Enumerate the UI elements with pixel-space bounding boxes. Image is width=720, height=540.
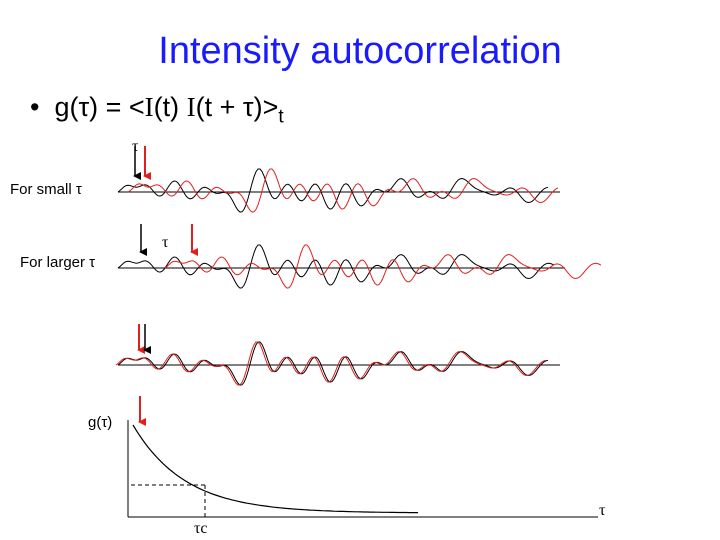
row3-signals xyxy=(115,341,549,386)
bullet-formula: • g(τ) = <I(t) I(t + τ)>t xyxy=(30,92,284,128)
row1-signals xyxy=(117,168,559,213)
row2-signals xyxy=(117,244,602,289)
formula-mid-1: (t) xyxy=(153,92,187,122)
formula-intensity-2: I xyxy=(186,92,196,122)
tau-c-label: τc xyxy=(194,520,208,537)
row2-red-trace xyxy=(164,244,602,289)
for-larger-tau-label: For larger τ xyxy=(20,254,96,271)
g-decay-curve xyxy=(132,424,418,514)
slide-title: Intensity autocorrelation xyxy=(158,30,562,72)
tau-label-top: τ xyxy=(132,138,139,155)
for-small-tau-label: For small τ xyxy=(10,181,82,198)
row3-black-trace xyxy=(117,341,549,386)
formula-intensity-1: I xyxy=(144,92,154,122)
bullet-dot: • xyxy=(30,92,55,122)
tau-axis-label: τ xyxy=(599,502,606,519)
tau-label-mid: τ xyxy=(162,234,169,251)
formula-lhs: g(τ) = < xyxy=(54,92,145,122)
row2-black-trace xyxy=(117,244,555,289)
formula-subscript: t xyxy=(278,106,284,128)
g-tau-label: g(τ) xyxy=(88,414,113,431)
row1-black-trace xyxy=(117,168,549,213)
formula-mid-2: (t + τ)> xyxy=(195,92,279,122)
row1-red-trace xyxy=(127,168,559,213)
row3-red-trace xyxy=(115,341,547,386)
